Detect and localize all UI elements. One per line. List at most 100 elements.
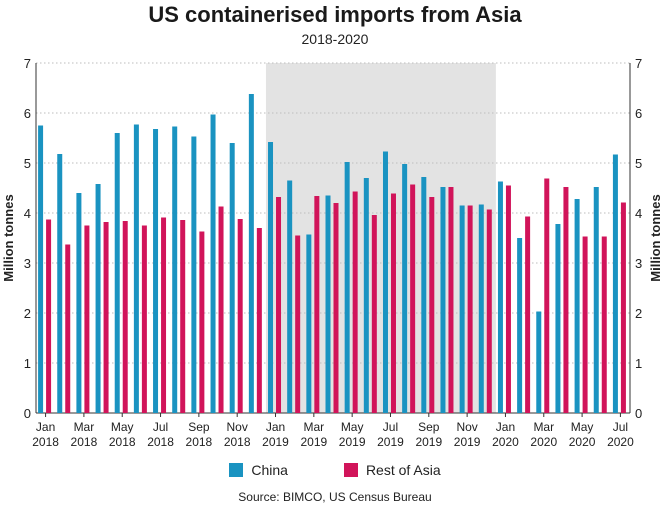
bar-rest-of-asia-26: [544, 178, 550, 413]
y-tick-label-right-1: 1: [635, 356, 642, 371]
bar-china-4: [114, 133, 120, 413]
y-tick-label-right-0: 0: [635, 406, 642, 421]
bar-rest-of-asia-11: [256, 228, 262, 413]
bar-rest-of-asia-0: [46, 219, 52, 413]
x-tick-label-month-16: May: [341, 420, 364, 434]
x-tick-label-year-12: 2019: [262, 435, 289, 449]
y-axis-title-left: Million tonnes: [1, 194, 16, 281]
bar-rest-of-asia-6: [161, 217, 167, 413]
x-tick-label-month-30: Jul: [613, 420, 628, 434]
y-tick-label-right-2: 2: [635, 306, 642, 321]
x-tick-label-month-10: Nov: [227, 420, 248, 434]
y-tick-label-left-5: 5: [24, 156, 31, 171]
bar-rest-of-asia-8: [199, 231, 205, 413]
bar-china-0: [38, 125, 44, 413]
bar-china-26: [536, 311, 542, 413]
bar-china-11: [248, 94, 254, 413]
bar-rest-of-asia-21: [448, 187, 454, 413]
y-tick-label-left-6: 6: [24, 106, 31, 121]
bar-china-3: [95, 184, 101, 413]
bar-rest-of-asia-20: [429, 197, 435, 413]
x-tick-label-month-6: Jul: [153, 420, 168, 434]
bar-china-14: [306, 234, 312, 413]
bar-china-21: [440, 187, 446, 413]
bar-rest-of-asia-15: [333, 203, 339, 413]
bar-china-2: [76, 193, 82, 413]
bar-rest-of-asia-24: [505, 185, 511, 413]
bar-chart: 0 01 12 23 34 45 56 67 7Jan2018Mar2018May2018Jul…: [1, 56, 663, 449]
bar-china-12: [268, 142, 274, 413]
bar-rest-of-asia-19: [410, 184, 416, 413]
x-tick-label-month-14: Mar: [304, 420, 325, 434]
x-tick-label-year-2: 2018: [71, 435, 98, 449]
y-tick-label-right-3: 3: [635, 256, 642, 271]
bar-rest-of-asia-29: [601, 236, 607, 413]
x-tick-label-month-22: Nov: [456, 420, 477, 434]
y-tick-label-right-4: 4: [635, 206, 642, 221]
legend: China Rest of Asia: [0, 462, 670, 478]
y-tick-label-left-4: 4: [24, 206, 31, 221]
bar-rest-of-asia-30: [620, 202, 626, 413]
bar-china-13: [287, 180, 293, 413]
bar-china-19: [402, 164, 408, 413]
y-tick-label-right-7: 7: [635, 56, 642, 71]
y-tick-label-right-5: 5: [635, 156, 642, 171]
source-note: Source: BIMCO, US Census Bureau: [238, 490, 432, 504]
legend-label-china: China: [251, 462, 288, 478]
x-tick-label-year-8: 2018: [186, 435, 213, 449]
y-tick-label-left-3: 3: [24, 256, 31, 271]
x-tick-label-year-6: 2018: [147, 435, 174, 449]
y-tick-label-left-7: 7: [24, 56, 31, 71]
x-tick-label-month-8: Sep: [188, 420, 210, 434]
x-tick-label-year-20: 2019: [415, 435, 442, 449]
bar-rest-of-asia-12: [276, 197, 282, 413]
y-axis-title-right: Million tonnes: [648, 194, 663, 281]
bar-rest-of-asia-1: [65, 244, 71, 413]
bar-rest-of-asia-23: [486, 209, 492, 413]
x-tick-label-month-20: Sep: [418, 420, 440, 434]
x-tick-label-month-28: May: [571, 420, 594, 434]
chart-title: US containerised imports from Asia: [148, 2, 522, 27]
bar-china-27: [555, 224, 561, 413]
x-tick-label-year-26: 2020: [530, 435, 557, 449]
bar-china-20: [421, 177, 427, 413]
legend-label-rest-of-asia: Rest of Asia: [365, 462, 441, 478]
bar-rest-of-asia-27: [563, 187, 569, 413]
legend-swatch-china: [229, 463, 244, 477]
chart-subtitle: 2018-2020: [301, 31, 369, 47]
bar-rest-of-asia-13: [295, 235, 301, 413]
y-tick-label-left-2: 2: [24, 306, 31, 321]
x-tick-label-year-18: 2019: [377, 435, 404, 449]
x-tick-label-year-0: 2018: [32, 435, 59, 449]
y-tick-label-left-1: 1: [24, 356, 31, 371]
bar-rest-of-asia-25: [525, 216, 531, 413]
bar-china-6: [153, 129, 159, 413]
bar-rest-of-asia-18: [390, 193, 396, 413]
x-tick-label-month-12: Jan: [266, 420, 285, 434]
x-tick-label-month-26: Mar: [533, 420, 554, 434]
x-tick-label-year-16: 2019: [339, 435, 366, 449]
legend-swatch-rest-of-asia: [343, 463, 358, 477]
y-tick-label-left-0: 0: [24, 406, 31, 421]
bar-china-17: [363, 178, 369, 413]
x-tick-label-month-2: Mar: [74, 420, 95, 434]
bar-rest-of-asia-17: [371, 215, 377, 413]
bar-china-25: [517, 238, 523, 413]
x-tick-label-month-4: May: [111, 420, 134, 434]
x-tick-label-year-22: 2019: [454, 435, 481, 449]
legend-item-rest-of-asia: Rest of Asia: [343, 462, 441, 478]
bar-china-7: [172, 126, 178, 413]
legend-item-china: China: [229, 462, 288, 478]
x-tick-label-year-28: 2020: [569, 435, 596, 449]
bar-china-8: [191, 136, 197, 413]
x-tick-label-year-10: 2018: [224, 435, 251, 449]
bar-china-16: [344, 162, 350, 413]
bar-china-1: [57, 154, 63, 413]
bar-china-29: [593, 187, 599, 413]
bar-china-5: [133, 124, 139, 413]
y-tick-label-right-6: 6: [635, 106, 642, 121]
bar-china-24: [497, 181, 503, 413]
bar-china-28: [574, 199, 580, 413]
bar-rest-of-asia-28: [582, 236, 588, 413]
x-tick-label-month-0: Jan: [36, 420, 55, 434]
